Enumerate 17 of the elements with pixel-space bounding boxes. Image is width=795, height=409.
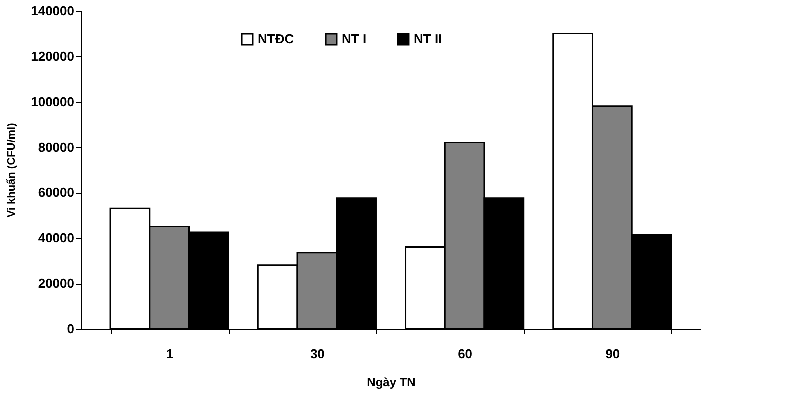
x-tick-label: 90: [606, 346, 620, 362]
y-tick-label: 0: [67, 322, 74, 336]
legend-label: NTĐC: [258, 32, 295, 47]
y-tick-label: 20000: [38, 276, 74, 292]
y-tick-label: 140000: [31, 4, 74, 18]
y-tick-label: 80000: [38, 140, 74, 155]
x-tick-label: 60: [458, 346, 473, 362]
x-tick-label: 30: [310, 346, 325, 362]
legend-label: NT I: [342, 32, 367, 47]
y-tick-label: 100000: [31, 94, 74, 110]
legend-label: NT II: [414, 32, 442, 47]
x-tick-label: 1: [166, 346, 174, 362]
y-tick-label: 120000: [31, 48, 74, 64]
y-tick-label: 40000: [38, 230, 74, 246]
y-axis-title: Vi khuẩn (CFU/ml): [6, 122, 18, 218]
x-axis-title: Ngày TN: [367, 376, 416, 390]
y-tick-label: 60000: [38, 185, 74, 200]
